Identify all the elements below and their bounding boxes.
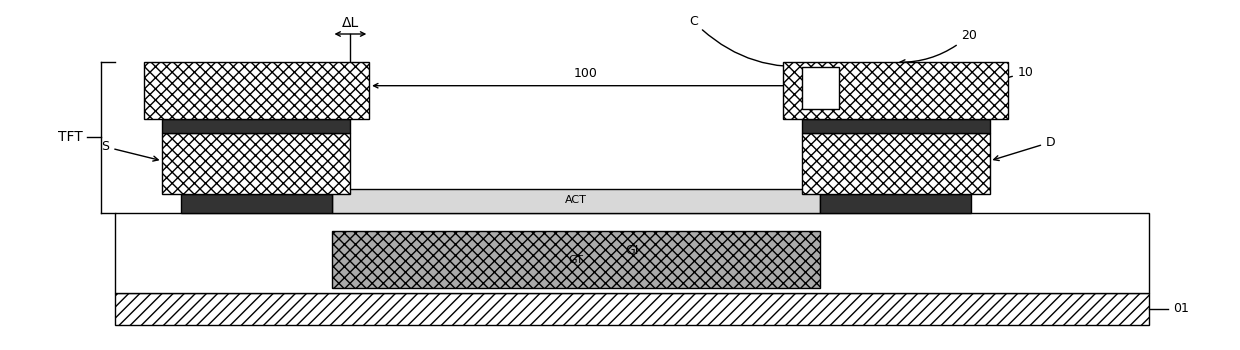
Bar [821, 194, 971, 212]
Bar [144, 62, 370, 119]
Text: ACT: ACT [565, 195, 587, 205]
Bar [782, 62, 1008, 119]
Bar [801, 119, 990, 133]
Text: 20: 20 [900, 29, 977, 65]
Bar [162, 133, 351, 194]
Text: GT: GT [568, 254, 584, 265]
Text: S: S [102, 140, 159, 161]
Bar [331, 189, 821, 212]
Text: GI: GI [626, 244, 639, 257]
Bar [331, 231, 821, 288]
Bar [115, 293, 1149, 326]
Bar [801, 67, 839, 109]
Bar [181, 194, 331, 212]
Text: D: D [993, 135, 1055, 161]
Text: ΔL: ΔL [342, 16, 360, 30]
Bar [162, 119, 351, 133]
Bar [801, 133, 990, 194]
Text: 100: 100 [573, 67, 598, 80]
Bar [115, 212, 1149, 293]
Text: C: C [688, 15, 816, 69]
Text: TFT: TFT [58, 131, 83, 145]
Text: 10: 10 [928, 66, 1034, 100]
Text: 01: 01 [1173, 302, 1189, 315]
